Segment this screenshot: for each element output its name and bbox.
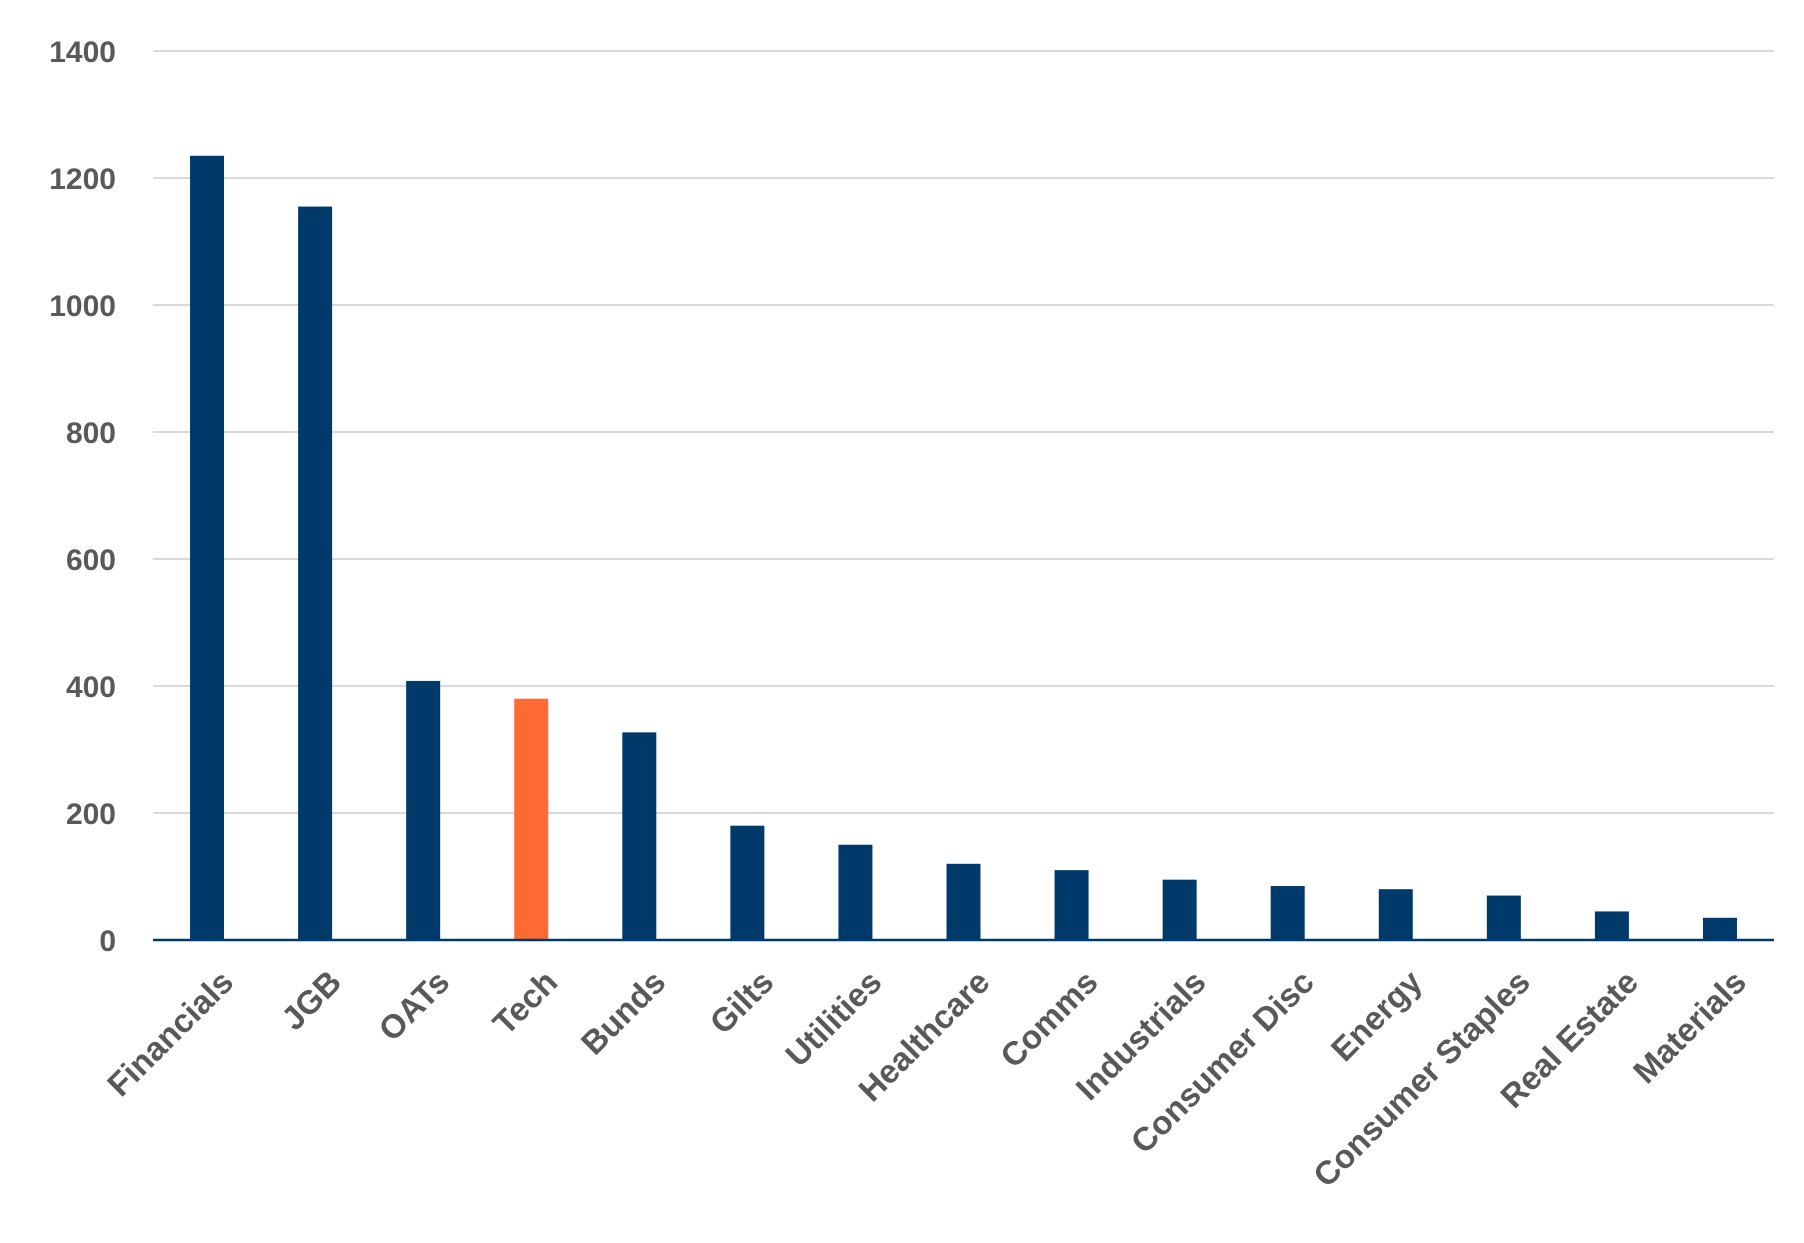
y-tick-label: 1200 bbox=[49, 163, 116, 196]
x-tick-label: OATs bbox=[371, 963, 456, 1048]
bar-consumer-disc bbox=[1270, 886, 1305, 940]
gridlines bbox=[153, 50, 1774, 814]
y-tick-label: 400 bbox=[66, 671, 116, 704]
x-axis-tick-labels: Financials JGB OATs Tech Bunds GiltsUtilities… bbox=[100, 962, 1753, 1194]
bar-gilts bbox=[730, 825, 765, 940]
x-tick-label: Consumer Disc bbox=[1123, 963, 1320, 1160]
x-tick-label: JGB bbox=[274, 963, 348, 1037]
x-tick-label: Materials bbox=[1626, 963, 1753, 1090]
bar-bunds bbox=[622, 732, 657, 940]
y-tick-label: 0 bbox=[99, 925, 116, 958]
bar-jgb bbox=[298, 206, 333, 940]
bar-utilities bbox=[838, 844, 873, 940]
bar-materials bbox=[1702, 917, 1737, 940]
bar-tech bbox=[514, 698, 549, 940]
y-axis-tick-labels: 0 200 400 600 800 1000 1200 1400 bbox=[49, 36, 116, 958]
bar-industrials bbox=[1162, 879, 1197, 940]
bar-comms bbox=[1054, 870, 1089, 940]
bar-consumer-staples bbox=[1486, 895, 1521, 940]
x-tick-label: Gilts bbox=[702, 963, 780, 1041]
bar-energy bbox=[1378, 889, 1413, 940]
y-tick-label: 800 bbox=[66, 417, 116, 450]
bar-oats bbox=[406, 680, 441, 940]
x-tick-label: Utilities bbox=[778, 963, 888, 1073]
y-tick-label: 1000 bbox=[49, 290, 116, 323]
bars bbox=[190, 155, 1737, 940]
bar-financials bbox=[190, 155, 225, 940]
x-tick-label: Energy bbox=[1324, 962, 1430, 1068]
bar-real-estate bbox=[1594, 911, 1629, 940]
x-tick-label: Bunds bbox=[574, 963, 673, 1062]
y-tick-label: 1400 bbox=[49, 36, 116, 69]
x-tick-label: Tech bbox=[485, 963, 564, 1042]
x-tick-label: Comms bbox=[993, 963, 1105, 1075]
x-tick-label: Financials bbox=[100, 963, 240, 1103]
y-tick-label: 600 bbox=[66, 544, 116, 577]
bar-healthcare bbox=[946, 863, 981, 940]
y-tick-label: 200 bbox=[66, 798, 116, 831]
